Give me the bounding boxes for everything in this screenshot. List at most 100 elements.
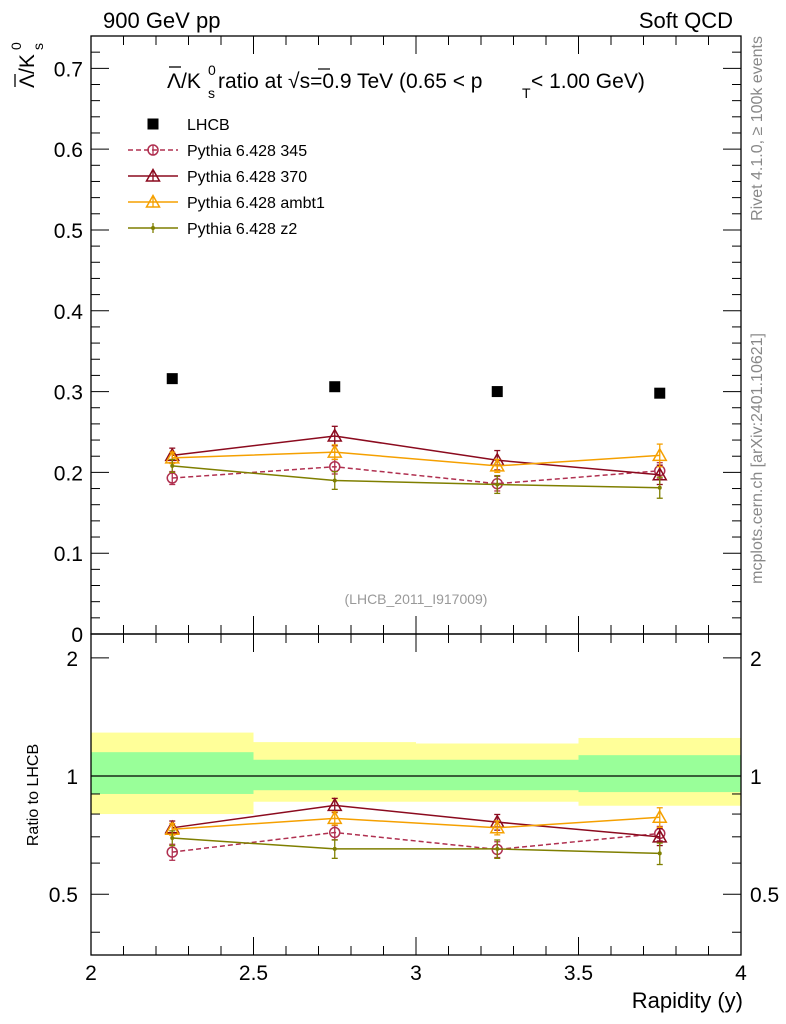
legend-label: Pythia 6.428 345 [187,143,307,160]
x-tick-label: 4 [735,962,747,985]
legend-item-lhcb: LHCB [147,117,230,134]
data-point [657,485,662,490]
y-tick-label: 0.2 [54,462,83,485]
uncertainty-band-inner [253,759,416,791]
y-tick-label: 1 [66,766,78,789]
data-point [326,427,343,442]
svg-text:s: s [30,43,46,50]
series-line [172,465,660,485]
series-line [172,837,660,855]
mcplots-label: mcplots.cern.ch [arXiv:2401.10621] [749,333,766,584]
legend-item-pythia-6-428-z2: Pythia 6.428 z2 [128,221,297,238]
title-k-sup: 0 [208,62,216,78]
data-point [489,819,506,834]
data-point [651,809,668,824]
title-range-end: < 1.00 GeV) [531,70,645,93]
ratio-series-pythia-6-428-ambt1 [164,807,668,836]
y-tick-label: 2 [66,648,78,671]
y-tick-label: 0.6 [54,139,83,162]
ratio-ylabel: Ratio to LHCB [25,744,42,846]
y-tick-label: 0.1 [54,543,83,566]
legend-marker [147,144,159,156]
data-point [491,386,503,398]
data-point [332,478,337,483]
legend-label: Pythia 6.428 z2 [187,221,297,238]
data-point [651,828,668,843]
svg-text:Λ/K: Λ/K [16,54,39,88]
title-sqrt: √s [288,70,310,93]
svg-text:ratio at √s=0.9 TeV (0.65 < p: ratio at √s=0.9 TeV (0.65 < p [218,70,483,93]
ratio-series-pythia-6-428-z2 [169,830,663,866]
legend-item-pythia-6-428-ambt1: Pythia 6.428 ambt1 [128,193,325,212]
legend-label: Pythia 6.428 370 [187,169,307,186]
x-axis-label: Rapidity (y) [632,988,743,1013]
x-tick-label: 2 [85,962,97,985]
legend-marker [145,167,161,182]
legend-item-pythia-6-428-370: Pythia 6.428 370 [128,167,307,186]
main-title: Λ/K s 0 ratio at √s=0.9 TeV (0.65 < p T … [167,62,645,101]
data-point [170,463,175,468]
svg-text:0: 0 [8,42,24,50]
ratio-panel: 2 2.5 3 3.5 4 0.5 0.5 1 1 2 2 [49,633,779,985]
y-tick-label: 0.3 [54,382,83,405]
legend-label: LHCB [187,117,230,134]
rivet-label: Rivet 4.1.0, ≥ 100k events [749,36,766,221]
title-energy: =0.9 TeV (0.65 < p [310,70,482,93]
data-point [495,482,500,487]
data-point [166,472,178,484]
uncertainty-band-inner [91,752,254,794]
y-tick-label: 0.7 [54,58,83,81]
title-slash-k: /K [181,70,201,93]
data-point [326,444,343,458]
legend-marker [145,193,161,208]
title-ratio-at: ratio at [218,70,288,93]
y-tick-label: 0.5 [54,220,83,243]
title-pt-sub: T [522,85,531,101]
y-tick-label-right: 1 [750,766,762,789]
ratio-frame [90,633,742,956]
header-right: Soft QCD [639,8,733,33]
x-tick-label: 2.5 [239,962,268,985]
data-point [651,447,668,462]
series-line [172,831,660,853]
series-line [172,465,660,489]
uncertainty-band-inner [416,759,579,791]
y-tick-label: 0.5 [49,884,78,907]
data-point [654,387,666,399]
legend-marker [147,118,159,130]
analysis-watermark: (LHCB_2011_I917009) [345,591,488,607]
title-k-sub: s [208,85,215,101]
main-ylabel: Λ/K s 0 [8,42,46,88]
series-line [172,816,660,830]
series-line [172,451,660,467]
legend: LHCB Pythia 6.428 345 Pythia 6.428 370 Pyth… [128,117,325,238]
series-lhcb [166,373,666,399]
x-tick-label: 3 [410,962,422,985]
y-tick-label: 0.4 [54,301,84,324]
data-point [166,373,178,385]
title-lambda: Λ [167,70,181,93]
data-point [166,846,178,858]
legend-marker [151,226,155,230]
data-point [489,457,506,472]
y-tick-label: 0 [71,624,83,647]
data-point [326,810,343,825]
x-tick-label: 3.5 [564,962,593,985]
series-line [172,435,660,476]
data-point [326,797,343,812]
data-point [657,851,662,856]
svg-text:Λ/K: Λ/K [167,70,201,93]
data-point [329,826,341,839]
series-line [172,804,660,838]
data-point [495,846,500,851]
legend-item-pythia-6-428-345: Pythia 6.428 345 [128,143,307,160]
data-point [329,381,341,393]
legend-label: Pythia 6.428 ambt1 [187,195,325,212]
y-tick-label-right: 0.5 [750,884,779,907]
uncertainty-band-inner [578,755,741,793]
data-point [170,836,175,841]
y-tick-label-right: 2 [750,648,762,671]
data-point [332,846,337,851]
header-left: 900 GeV pp [103,8,220,33]
